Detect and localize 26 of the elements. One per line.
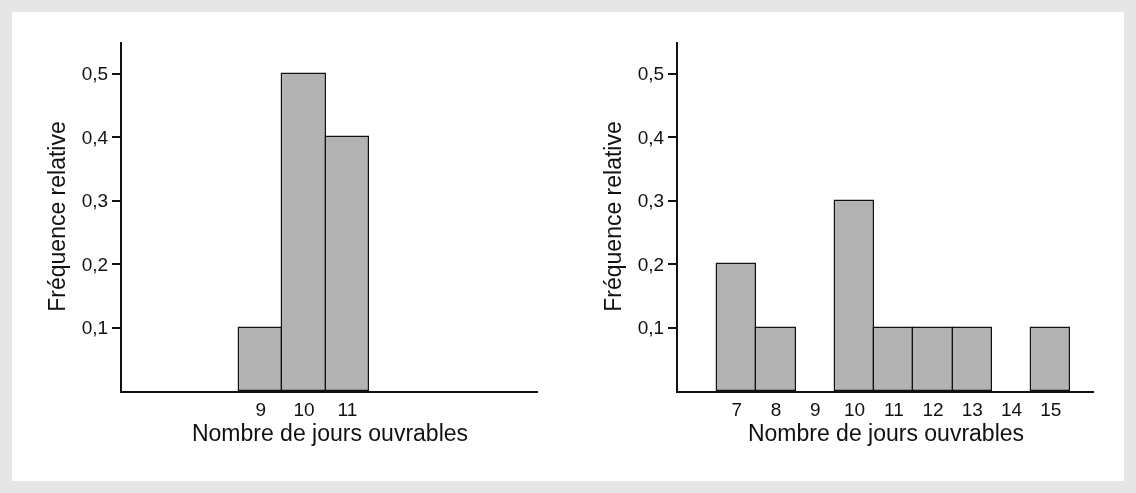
x-axis-title: Nombre de jours ouvrables bbox=[747, 419, 1025, 446]
x-tick-label: 9 bbox=[255, 398, 266, 420]
x-tick-label: 10 bbox=[293, 398, 315, 420]
y-tick-label: 0,2 bbox=[637, 253, 665, 275]
y-axis-title: Fréquence relative bbox=[599, 121, 626, 312]
y-tick-label: 0,5 bbox=[637, 63, 665, 85]
y-tick-label: 0,3 bbox=[637, 190, 665, 212]
x-tick-label: 13 bbox=[961, 398, 983, 420]
x-tick-label: 12 bbox=[922, 398, 944, 420]
y-axis-title: Fréquence relative bbox=[43, 121, 70, 312]
x-tick-label: 7 bbox=[731, 398, 743, 420]
x-tick-label: 8 bbox=[770, 398, 782, 420]
y-tick-label: 0,4 bbox=[81, 126, 109, 148]
x-tick-label: 10 bbox=[844, 398, 866, 420]
y-tick-label: 0,3 bbox=[81, 190, 109, 212]
x-tick-label: 15 bbox=[1040, 398, 1062, 420]
y-tick-label: 0,5 bbox=[81, 63, 109, 85]
x-axis-title: Nombre de jours ouvrables bbox=[191, 419, 469, 446]
y-tick-label: 0,1 bbox=[637, 317, 665, 339]
y-tick-label: 0,1 bbox=[81, 317, 109, 339]
x-tick-label: 14 bbox=[1001, 398, 1023, 420]
x-tick-label: 11 bbox=[337, 398, 358, 420]
y-tick-label: 0,4 bbox=[637, 126, 665, 148]
x-tick-label: 9 bbox=[810, 398, 821, 420]
y-tick-label: 0,2 bbox=[81, 253, 109, 275]
x-tick-label: 11 bbox=[883, 398, 904, 420]
